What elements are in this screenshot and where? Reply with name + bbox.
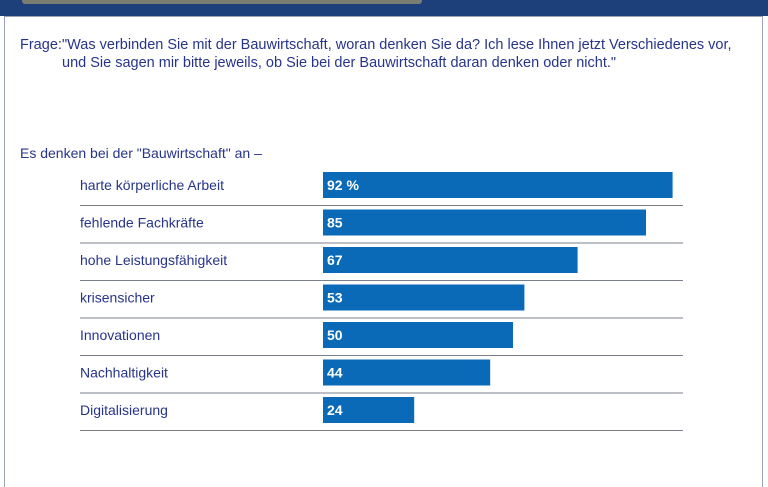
- value-label: 85: [327, 215, 343, 231]
- value-label: 50: [327, 327, 343, 343]
- bar: [323, 247, 578, 273]
- category-label: Nachhaltigkeit: [80, 365, 168, 381]
- bar: [323, 172, 673, 198]
- bar: [323, 359, 491, 386]
- category-label: Innovationen: [80, 327, 160, 343]
- value-label: 44: [327, 365, 343, 381]
- category-label: harte körperliche Arbeit: [80, 177, 224, 193]
- question-prefix: Frage:: [20, 37, 62, 53]
- category-label: fehlende Fachkräfte: [80, 215, 204, 231]
- header-band: [0, 0, 768, 16]
- category-label: krisensicher: [80, 290, 155, 306]
- value-label: 53: [327, 290, 343, 306]
- bar: [323, 397, 415, 423]
- value-label: 67: [327, 252, 343, 268]
- category-label: Digitalisierung: [80, 402, 168, 418]
- chart-intro: Es denken bei der "Bauwirtschaft" an –: [20, 145, 262, 161]
- category-label: hohe Leistungsfähigkeit: [80, 252, 227, 268]
- header-band-text-remnant: [22, 0, 422, 4]
- bar: [323, 209, 646, 236]
- bar: [323, 284, 525, 311]
- bar: [323, 322, 513, 348]
- question-text: "Was verbinden Sie mit der Bauwirtschaft…: [62, 37, 732, 71]
- value-label: 24: [327, 402, 343, 418]
- value-label: 92 %: [327, 177, 359, 193]
